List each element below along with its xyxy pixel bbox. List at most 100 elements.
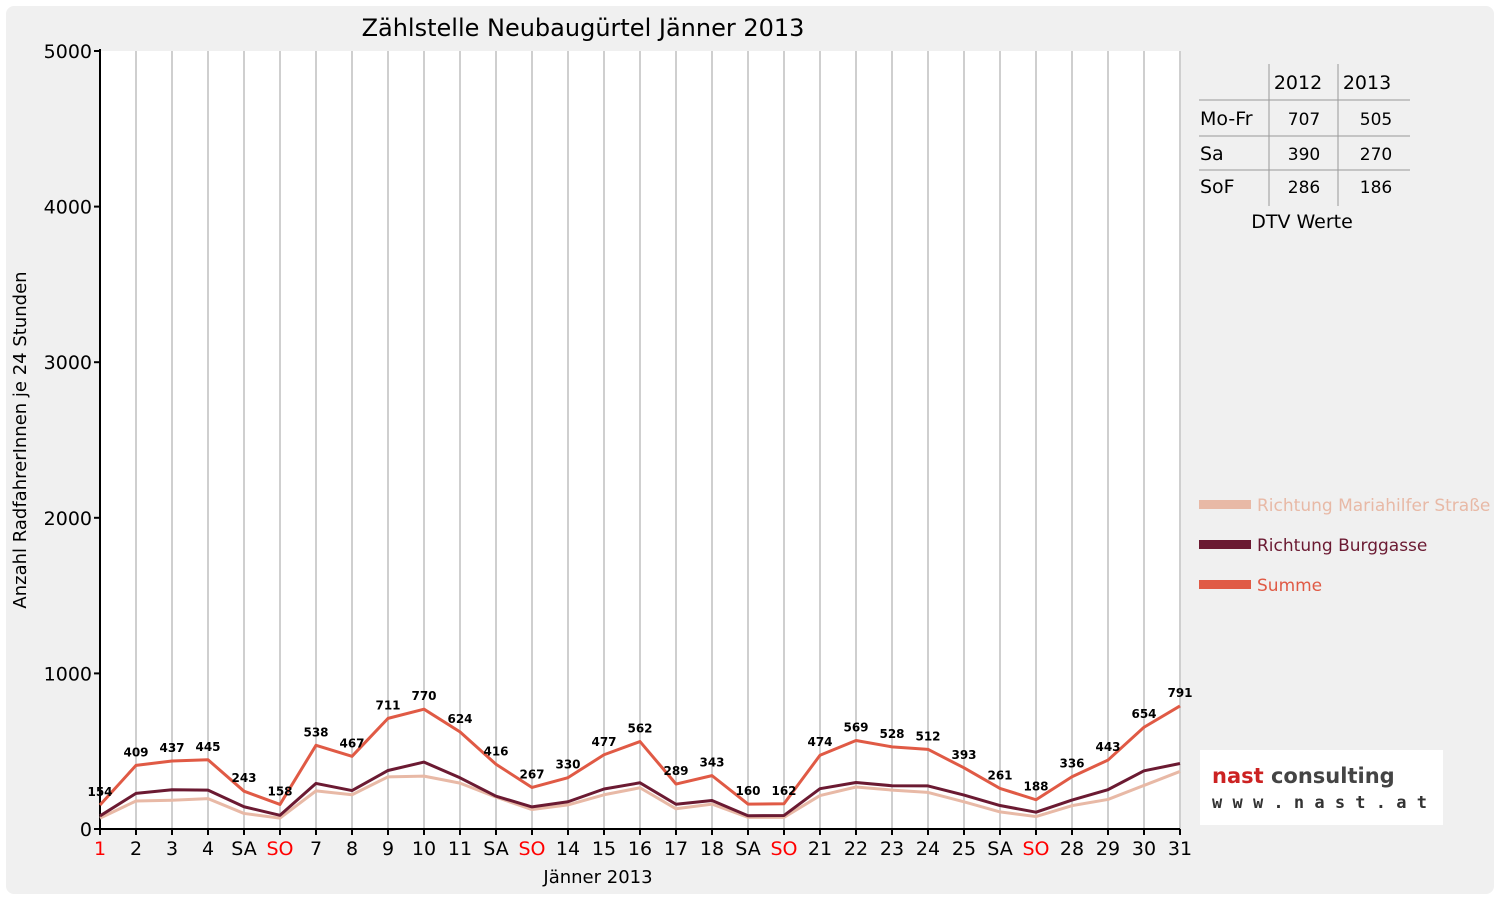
x-tick-label: 2 — [130, 838, 142, 860]
logo-name-part1: nast — [1212, 764, 1264, 788]
dtv-value: 286 — [1288, 178, 1320, 198]
data-label: 562 — [627, 722, 652, 736]
data-label: 711 — [375, 698, 400, 712]
x-tick-label: 21 — [808, 838, 832, 860]
data-label: 528 — [879, 727, 904, 741]
x-tick-label: 29 — [1096, 838, 1120, 860]
data-label: 654 — [1131, 707, 1156, 721]
x-tick-label: 31 — [1168, 838, 1192, 860]
x-tick-label: SO — [266, 838, 293, 860]
x-tick-label: SA — [231, 838, 256, 860]
data-label: 409 — [123, 745, 148, 759]
x-tick-label: 8 — [346, 838, 358, 860]
data-label: 474 — [807, 735, 832, 749]
data-label: 289 — [663, 764, 688, 778]
x-tick-label: 7 — [310, 838, 322, 860]
x-tick-label: 28 — [1060, 838, 1084, 860]
dtv-year-2012: 2012 — [1274, 72, 1322, 94]
data-label: 569 — [843, 720, 868, 734]
x-tick-label: 18 — [700, 838, 724, 860]
x-tick-label: SO — [518, 838, 545, 860]
data-label: 393 — [951, 748, 976, 762]
legend-label-burggasse: Richtung Burggasse — [1257, 536, 1427, 556]
x-tick-label: 4 — [202, 838, 214, 860]
y-axis-title: Anzahl RadfahrerInnen je 24 Stunden — [10, 271, 31, 608]
x-axis-title: Jänner 2013 — [542, 867, 652, 888]
data-label: 770 — [411, 689, 436, 703]
x-tick-label: 15 — [592, 838, 616, 860]
x-tick-label: 11 — [448, 838, 472, 860]
x-tick-label: SO — [1022, 838, 1049, 860]
series-line-burggasse — [99, 760, 1181, 818]
logo-url: w w w . n a s t . a t — [1212, 793, 1427, 813]
y-tick-label: 2000 — [44, 508, 92, 530]
x-tick-label: 1 — [94, 838, 106, 860]
dtv-value: 707 — [1288, 110, 1320, 130]
data-label: 158 — [267, 784, 292, 798]
x-tick-label: 3 — [166, 838, 178, 860]
x-tick-label: 17 — [664, 838, 688, 860]
legend: Richtung Mariahilfer Straße Richtung Bur… — [1199, 496, 1490, 596]
data-label: 437 — [159, 741, 184, 755]
data-label: 445 — [195, 740, 220, 754]
data-label: 467 — [339, 736, 364, 750]
data-label: 416 — [483, 744, 508, 758]
x-tick-label: 22 — [844, 838, 868, 860]
x-tick-label: SO — [770, 838, 797, 860]
data-label: 154 — [87, 785, 112, 799]
dtv-caption: DTV Werte — [1251, 211, 1353, 233]
legend-swatch-summe — [1199, 580, 1251, 589]
x-tick-label: 9 — [382, 838, 394, 860]
data-label: 343 — [699, 756, 724, 770]
data-label: 330 — [555, 758, 580, 772]
y-tick-label: 3000 — [44, 352, 92, 374]
data-label: 477 — [591, 735, 616, 749]
data-label: 188 — [1023, 780, 1048, 794]
dtv-row-label: SoF — [1200, 176, 1235, 198]
legend-swatch-mariahilfer — [1199, 500, 1251, 509]
x-tick-label: 16 — [628, 838, 652, 860]
data-label: 261 — [987, 768, 1012, 782]
data-label: 267 — [519, 767, 544, 781]
data-label: 336 — [1059, 757, 1084, 771]
x-tick-label: 14 — [556, 838, 580, 860]
x-tick-label: 30 — [1132, 838, 1156, 860]
nast-consulting-logo: nast consulting w w w . n a s t . a t — [1200, 750, 1443, 825]
dtv-row-label: Sa — [1200, 143, 1224, 165]
y-tick-label: 1000 — [44, 663, 92, 685]
x-tick-label: SA — [735, 838, 760, 860]
data-label: 162 — [771, 784, 796, 798]
x-tick-label: 10 — [412, 838, 436, 860]
grid — [100, 51, 1181, 829]
data-label: 538 — [303, 725, 328, 739]
data-label: 791 — [1167, 686, 1192, 700]
dtv-value: 390 — [1288, 145, 1320, 165]
dtv-value: 270 — [1360, 145, 1392, 165]
data-label: 443 — [1095, 740, 1120, 754]
logo-text: nast consulting — [1212, 764, 1395, 788]
chart-title: Zählstelle Neubaugürtel Jänner 2013 — [362, 14, 805, 42]
data-label: 160 — [735, 784, 760, 798]
x-tick-label: SA — [987, 838, 1012, 860]
data-labels: 154 409 437 445 243 158 538 467 711 770 624 416 267 3… — [87, 686, 1192, 799]
logo-name-part2: consulting — [1264, 764, 1395, 788]
legend-label-summe: Summe — [1257, 576, 1322, 596]
x-tick-label: 25 — [952, 838, 976, 860]
dtv-year-2013: 2013 — [1343, 72, 1391, 94]
legend-label-mariahilfer: Richtung Mariahilfer Straße — [1257, 496, 1490, 516]
dtv-value: 186 — [1360, 178, 1392, 198]
y-tick-label: 5000 — [44, 41, 92, 63]
data-label: 512 — [915, 729, 940, 743]
legend-swatch-burggasse — [1199, 540, 1251, 549]
data-label: 624 — [447, 712, 472, 726]
x-tick-label: 24 — [916, 838, 940, 860]
dtv-row-label: Mo-Fr — [1200, 108, 1253, 130]
x-tick-label: 23 — [880, 838, 904, 860]
series-line-summe — [98, 704, 1181, 807]
series-line-mariahilfer — [99, 770, 1181, 820]
y-tick-label: 0 — [80, 819, 92, 841]
dtv-table: 2012 2013 Mo-Fr 707 505 Sa 390 270 SoF 2… — [1199, 64, 1410, 233]
x-tick-label: SA — [483, 838, 508, 860]
